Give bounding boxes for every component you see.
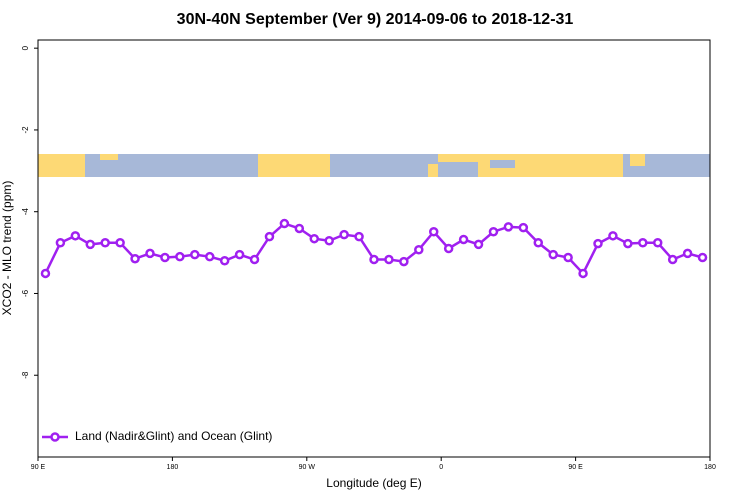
point <box>682 248 693 259</box>
x-tick-label: 90 W <box>299 464 316 471</box>
point <box>160 252 170 263</box>
point <box>115 238 125 248</box>
point <box>264 231 275 242</box>
x-tick-label: 90 E <box>568 464 583 471</box>
point <box>70 231 81 241</box>
point <box>55 238 66 248</box>
point <box>593 238 603 249</box>
point <box>130 253 140 264</box>
x-tick-label: 90 E <box>31 464 46 471</box>
point <box>518 222 529 233</box>
plot-frame <box>37 39 711 458</box>
point <box>473 239 484 250</box>
point <box>100 238 110 248</box>
point <box>339 229 349 240</box>
point <box>428 226 439 237</box>
point <box>204 251 215 262</box>
point <box>309 233 320 244</box>
map-strip <box>38 154 710 177</box>
point <box>458 234 469 245</box>
point <box>638 238 648 248</box>
x-tick-label: 180 <box>704 464 716 471</box>
point <box>219 256 230 266</box>
point <box>294 223 305 234</box>
y-tick-label: -4 <box>21 208 30 216</box>
legend-marker <box>50 432 60 442</box>
point <box>563 252 573 263</box>
point <box>623 238 633 249</box>
point <box>548 249 558 260</box>
x-tick-label: 0 <box>439 464 443 471</box>
point <box>384 254 394 265</box>
point <box>354 231 364 242</box>
x-axis-label: Longitude (deg E) <box>326 476 421 490</box>
point <box>369 254 379 265</box>
point <box>652 238 663 248</box>
y-axis-label: XCO2 - MLO trend (ppm) <box>0 181 14 316</box>
legend-label: Land (Nadir&Glint) and Ocean (Glint) <box>75 429 272 443</box>
y-tick-label: 0 <box>21 45 30 50</box>
point <box>399 256 409 267</box>
y-tick-label: -8 <box>21 371 30 379</box>
point <box>608 231 618 241</box>
point <box>40 268 51 279</box>
point <box>488 226 499 237</box>
point <box>175 251 185 262</box>
point <box>503 222 514 232</box>
point <box>85 239 96 250</box>
point <box>145 248 155 259</box>
series-line <box>44 222 703 276</box>
point <box>279 218 290 229</box>
point <box>578 268 588 279</box>
point <box>533 238 544 248</box>
point <box>324 235 334 246</box>
point <box>249 254 260 265</box>
x-tick-label: 180 <box>167 464 179 471</box>
point <box>190 249 200 260</box>
point <box>443 243 454 254</box>
y-tick-label: -6 <box>21 289 30 297</box>
point <box>697 252 708 263</box>
point <box>234 249 245 260</box>
point <box>414 244 424 255</box>
point <box>667 254 678 265</box>
chart-title: 30N-40N September (Ver 9) 2014-09-06 to … <box>177 11 574 28</box>
y-tick-label: -2 <box>21 126 30 134</box>
